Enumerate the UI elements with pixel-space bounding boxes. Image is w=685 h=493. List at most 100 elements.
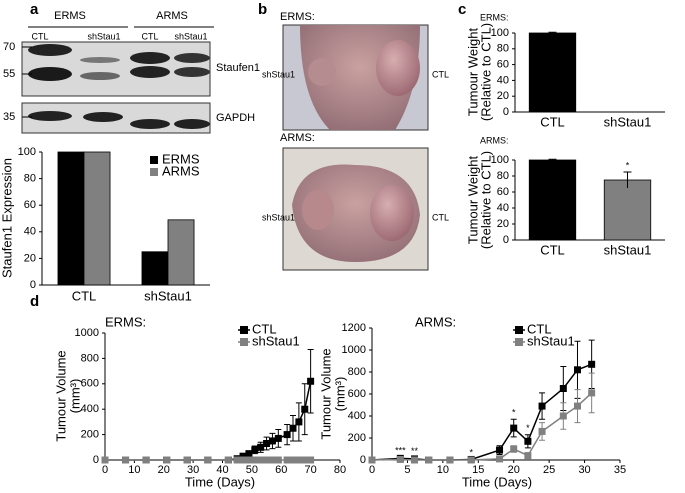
x-tick-label: shStau1 [604, 114, 652, 129]
annotation: ** [411, 446, 419, 456]
point [588, 360, 596, 368]
point [283, 431, 291, 439]
point [233, 456, 241, 464]
y-tick-label: 0 [360, 454, 366, 466]
legend-label: shStau1 [252, 333, 300, 348]
point [524, 437, 532, 445]
annotation: * [626, 160, 630, 170]
chart-title: ARMS: [480, 135, 509, 145]
chart-title: ARMS: [415, 314, 456, 329]
y-tick-label: 20 [497, 218, 509, 230]
y-tick-label: 1200 [342, 322, 366, 334]
point [163, 456, 171, 464]
blot-group: ARMS [156, 10, 188, 22]
x-tick-label: 40 [216, 464, 228, 476]
x-tick-label: CTL [540, 242, 565, 257]
point [283, 456, 291, 464]
bar [528, 32, 577, 113]
bar [167, 219, 195, 286]
point [510, 445, 518, 453]
photo-title: ARMS: [280, 132, 315, 144]
y-tick-label: 0 [503, 234, 509, 246]
y-axis-label: Staufen1 Expression [0, 158, 14, 278]
point [142, 456, 150, 464]
lane-label: CTL [31, 31, 48, 41]
legend-label: ARMS [162, 163, 200, 178]
panel-label: d [30, 293, 39, 310]
x-tick-label: 20 [158, 464, 170, 476]
point [496, 455, 504, 463]
point [510, 424, 518, 432]
x-tick-label: 80 [334, 464, 346, 476]
point [425, 456, 433, 464]
y-tick-label: 80 [497, 170, 509, 182]
blot-staufen1 [21, 41, 211, 97]
point [307, 377, 315, 385]
legend-label: shStau1 [527, 333, 575, 348]
point [224, 456, 232, 464]
legend-label: CTL [527, 321, 552, 336]
y-axis-label: Tumour Weight [465, 156, 480, 245]
point [274, 434, 282, 442]
x-tick-label: 70 [305, 464, 317, 476]
point [263, 456, 271, 464]
y-tick-label: 0 [503, 106, 509, 118]
point [263, 439, 271, 447]
y-tick-label: 1000 [342, 344, 366, 356]
point [289, 456, 297, 464]
y-tick-label: 60 [497, 59, 509, 71]
point [446, 456, 454, 464]
blot-group: ERMS [54, 10, 86, 22]
annotation: * [469, 447, 473, 457]
annotation: * [512, 408, 516, 418]
protein-label: GAPDH [216, 112, 255, 124]
point [573, 366, 581, 374]
panel-label: a [30, 1, 39, 18]
x-tick-label: 0 [369, 464, 375, 476]
point [396, 455, 404, 463]
point [301, 456, 309, 464]
y-tick-label: 80 [24, 173, 36, 185]
point [368, 456, 376, 464]
point [307, 456, 315, 464]
y-tick-label: 1000 [75, 327, 99, 339]
x-tick-label: 30 [187, 464, 199, 476]
legend-swatch [515, 326, 523, 334]
point [289, 424, 297, 432]
y-tick-label: 100 [491, 154, 509, 166]
blot-gapdh [21, 102, 211, 134]
point [239, 456, 247, 464]
y-axis-label: Tumour Weight [465, 28, 480, 117]
y-tick-label: 40 [497, 202, 509, 214]
mw-marker: 55 [3, 68, 15, 80]
legend-swatch [150, 156, 158, 164]
point [295, 456, 303, 464]
y-tick-label: 600 [81, 378, 99, 390]
bar [528, 159, 577, 241]
y-tick-label: 20 [24, 252, 36, 264]
point [251, 446, 259, 454]
mw-marker: 70 [3, 41, 15, 53]
photo-title: ERMS: [280, 11, 315, 23]
point [268, 437, 276, 445]
bar [83, 151, 111, 286]
x-tick-label: 20 [508, 464, 520, 476]
legend-swatch [150, 168, 158, 176]
y-tick-label: 100 [18, 146, 36, 158]
photo [282, 24, 429, 131]
legend-swatch [240, 338, 248, 346]
point [559, 412, 567, 420]
x-tick-label: CTL [540, 114, 565, 129]
point [257, 443, 265, 451]
legend-swatch [515, 338, 523, 346]
x-tick-label: 10 [128, 464, 140, 476]
y-tick-label: 40 [24, 226, 36, 238]
chart-title: ERMS: [480, 12, 509, 22]
point [467, 456, 475, 464]
x-axis-label: Time (Days) [462, 474, 532, 489]
protein-label: Staufen1 [216, 62, 260, 74]
photo-label: shStau1 [262, 212, 295, 222]
bar [603, 179, 652, 241]
y-tick-label: 400 [81, 403, 99, 415]
y-axis-label: Tumour Volume [53, 350, 68, 441]
